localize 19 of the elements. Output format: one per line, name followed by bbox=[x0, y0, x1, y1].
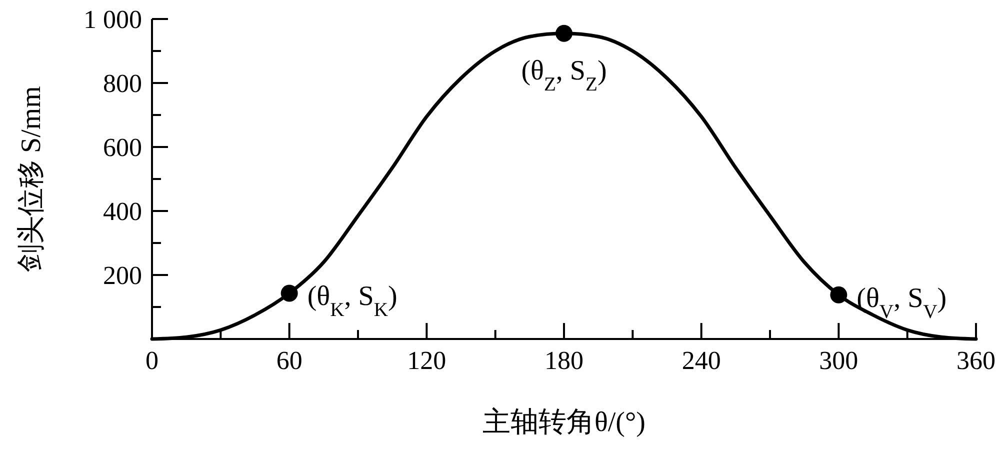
x-tick-label: 300 bbox=[819, 346, 858, 375]
y-tick-label: 400 bbox=[103, 197, 142, 226]
x-tick-label: 180 bbox=[544, 346, 584, 375]
point bbox=[280, 284, 298, 302]
x-tick-label: 0 bbox=[146, 346, 158, 375]
point bbox=[556, 24, 572, 42]
y-tick-label: 200 bbox=[103, 261, 142, 290]
point bbox=[830, 286, 848, 304]
x-tick-label: 240 bbox=[682, 346, 721, 375]
x-tick-label: 120 bbox=[407, 346, 446, 375]
y-tick-label: 1 000 bbox=[84, 5, 142, 34]
y-tick-label: 600 bbox=[103, 133, 142, 162]
x-axis-title: 主轴转角θ/(°) bbox=[482, 407, 646, 438]
x-tick-label: 60 bbox=[276, 346, 302, 375]
x-tick-label: 360 bbox=[956, 346, 996, 375]
annotation: (θ$_{K}$, S$_{K}$) bbox=[307, 281, 398, 321]
annotation: (θ$_{Z}$, S$_{Z}$) bbox=[521, 55, 607, 95]
y-tick-label: 800 bbox=[103, 69, 142, 98]
y-axis-title: 剑头位移 S/mm bbox=[16, 86, 47, 272]
